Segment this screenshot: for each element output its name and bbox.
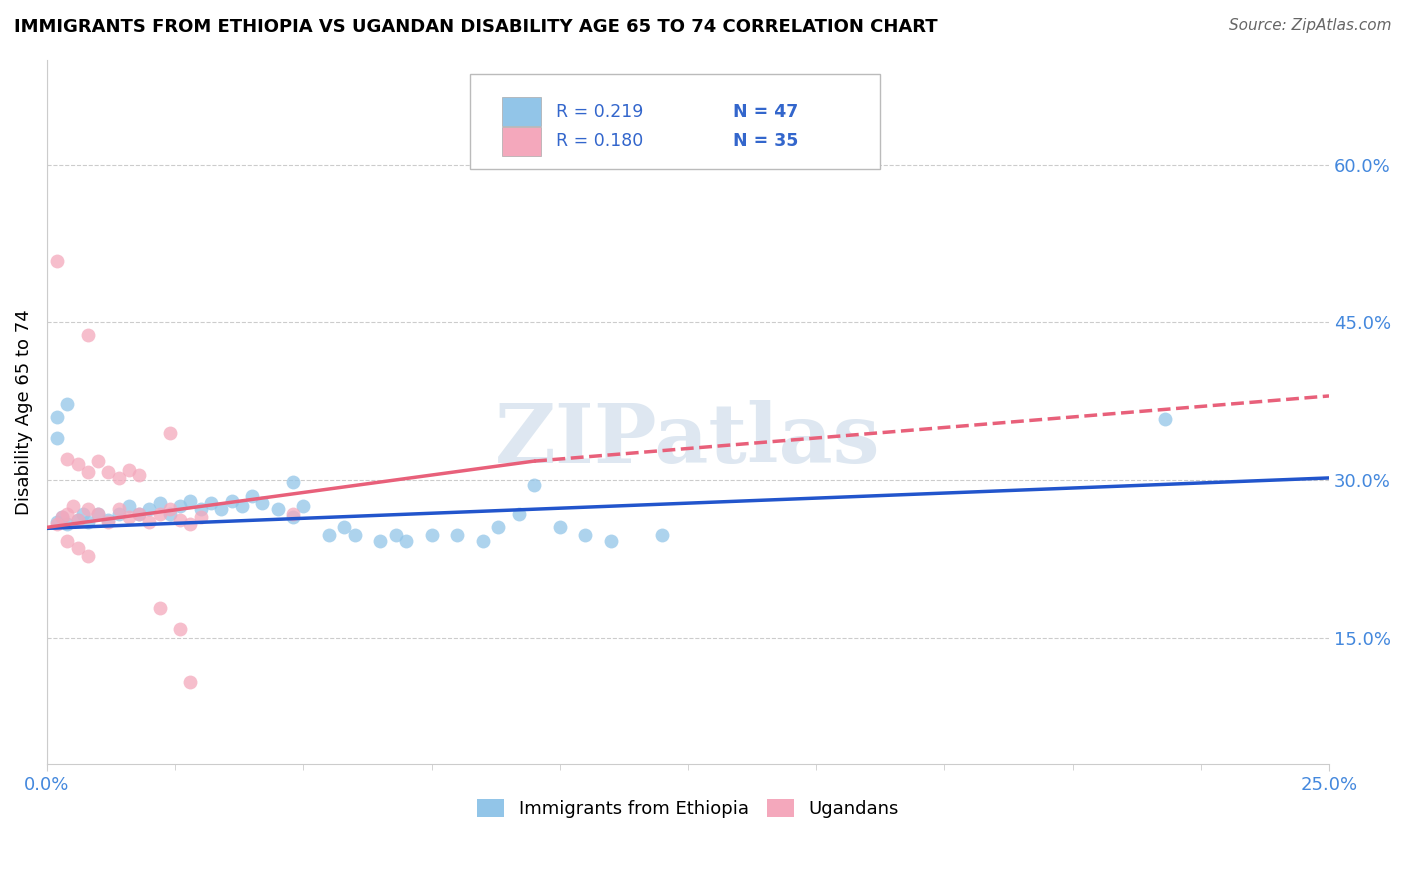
Point <box>368 533 391 548</box>
Point <box>56 397 79 411</box>
Point <box>149 496 172 510</box>
Point <box>190 502 212 516</box>
Point <box>395 533 418 548</box>
Point <box>240 489 263 503</box>
Point <box>292 500 315 514</box>
Point <box>56 533 79 548</box>
Legend: Immigrants from Ethiopia, Ugandans: Immigrants from Ethiopia, Ugandans <box>470 791 905 825</box>
Point <box>486 520 509 534</box>
Point <box>87 507 110 521</box>
Text: N = 47: N = 47 <box>733 103 799 120</box>
Point <box>77 515 100 529</box>
Point <box>107 507 129 521</box>
Point <box>118 509 141 524</box>
Point <box>128 507 150 521</box>
Point <box>138 502 160 516</box>
Point <box>56 452 79 467</box>
Point <box>159 502 181 516</box>
Point <box>548 520 571 534</box>
Point <box>107 471 129 485</box>
Text: R = 0.180: R = 0.180 <box>555 133 643 151</box>
Point <box>77 328 100 343</box>
Point <box>56 507 79 521</box>
Point <box>231 500 253 514</box>
Y-axis label: Disability Age 65 to 74: Disability Age 65 to 74 <box>15 309 32 515</box>
Point <box>46 254 69 268</box>
Point <box>200 496 222 510</box>
Point <box>169 500 191 514</box>
Point <box>66 513 89 527</box>
Point <box>1154 412 1177 426</box>
Point <box>56 517 79 532</box>
Point <box>651 527 673 541</box>
Point <box>600 533 623 548</box>
Point <box>190 509 212 524</box>
Point <box>66 457 89 471</box>
Point <box>471 533 494 548</box>
Point <box>159 507 181 521</box>
Point <box>97 465 120 479</box>
Point <box>333 520 356 534</box>
Point <box>384 527 406 541</box>
Point <box>118 500 141 514</box>
Point <box>318 527 340 541</box>
Point <box>281 509 304 524</box>
Bar <box>502 127 540 156</box>
Point <box>66 513 89 527</box>
Text: IMMIGRANTS FROM ETHIOPIA VS UGANDAN DISABILITY AGE 65 TO 74 CORRELATION CHART: IMMIGRANTS FROM ETHIOPIA VS UGANDAN DISA… <box>14 18 938 36</box>
Point <box>149 507 172 521</box>
Point <box>128 467 150 482</box>
Point <box>77 502 100 516</box>
Point <box>77 465 100 479</box>
Point <box>159 425 181 440</box>
Point <box>149 601 172 615</box>
Point <box>266 502 288 516</box>
Text: ZIPatlas: ZIPatlas <box>495 400 880 480</box>
Text: N = 35: N = 35 <box>733 133 799 151</box>
Point <box>66 541 89 556</box>
Point <box>209 502 232 516</box>
Text: Source: ZipAtlas.com: Source: ZipAtlas.com <box>1229 18 1392 33</box>
Point <box>138 515 160 529</box>
Point <box>446 527 468 541</box>
Point <box>221 494 243 508</box>
Bar <box>502 96 540 127</box>
Point <box>46 517 69 532</box>
Point <box>46 409 69 424</box>
Point <box>128 507 150 521</box>
Point <box>179 517 201 532</box>
Point <box>343 527 366 541</box>
Point <box>574 527 596 541</box>
Point <box>179 494 201 508</box>
Point <box>169 513 191 527</box>
Point <box>46 515 69 529</box>
Point <box>179 674 201 689</box>
Point <box>77 549 100 563</box>
Point <box>97 515 120 529</box>
Point <box>87 454 110 468</box>
Point <box>46 431 69 445</box>
Point <box>420 527 443 541</box>
Point <box>169 622 191 636</box>
Point <box>87 507 110 521</box>
Text: R = 0.219: R = 0.219 <box>555 103 644 120</box>
Point <box>97 513 120 527</box>
Point <box>281 507 304 521</box>
Point <box>51 509 73 524</box>
Point <box>281 475 304 490</box>
Point <box>118 462 141 476</box>
Point <box>107 502 129 516</box>
Point <box>252 496 274 510</box>
Point <box>72 507 94 521</box>
Point <box>523 478 546 492</box>
Point <box>51 509 73 524</box>
Point <box>62 500 84 514</box>
Point <box>508 507 530 521</box>
FancyBboxPatch shape <box>470 74 880 169</box>
